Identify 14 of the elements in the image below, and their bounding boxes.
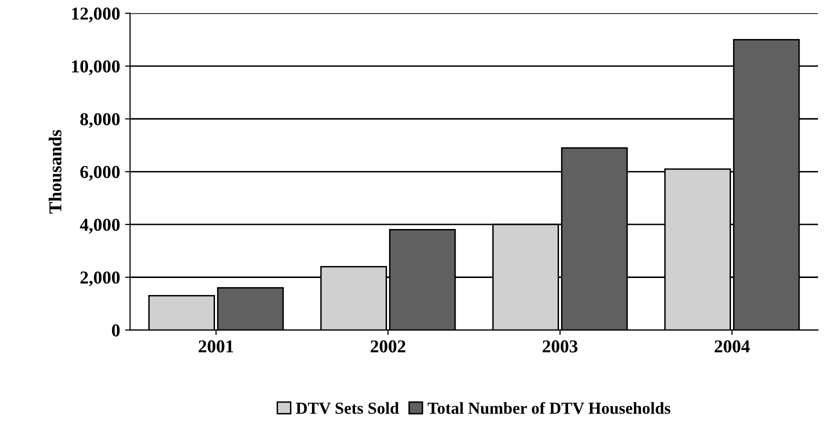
- legend-label: Total Number of DTV Households: [428, 402, 670, 414]
- x-tick-label: 2004: [714, 340, 750, 352]
- y-tick-label: 6,000: [80, 166, 120, 181]
- y-tick-label: 12,000: [72, 8, 120, 22]
- y-tick-label: 2,000: [80, 272, 120, 286]
- x-tick-label: 2003: [542, 340, 578, 352]
- x-tick-label: 2002: [370, 340, 406, 352]
- y-axis-title: Thousands: [48, 130, 62, 214]
- y-tick-label: 4,000: [80, 218, 120, 234]
- y-tick-label: 0: [112, 324, 120, 336]
- y-tick-label: 10,000: [72, 60, 120, 76]
- y-tick-label: 8,000: [80, 113, 120, 128]
- legend-label: DTV Sets Sold: [296, 402, 399, 414]
- x-tick-label: 2001: [198, 340, 234, 352]
